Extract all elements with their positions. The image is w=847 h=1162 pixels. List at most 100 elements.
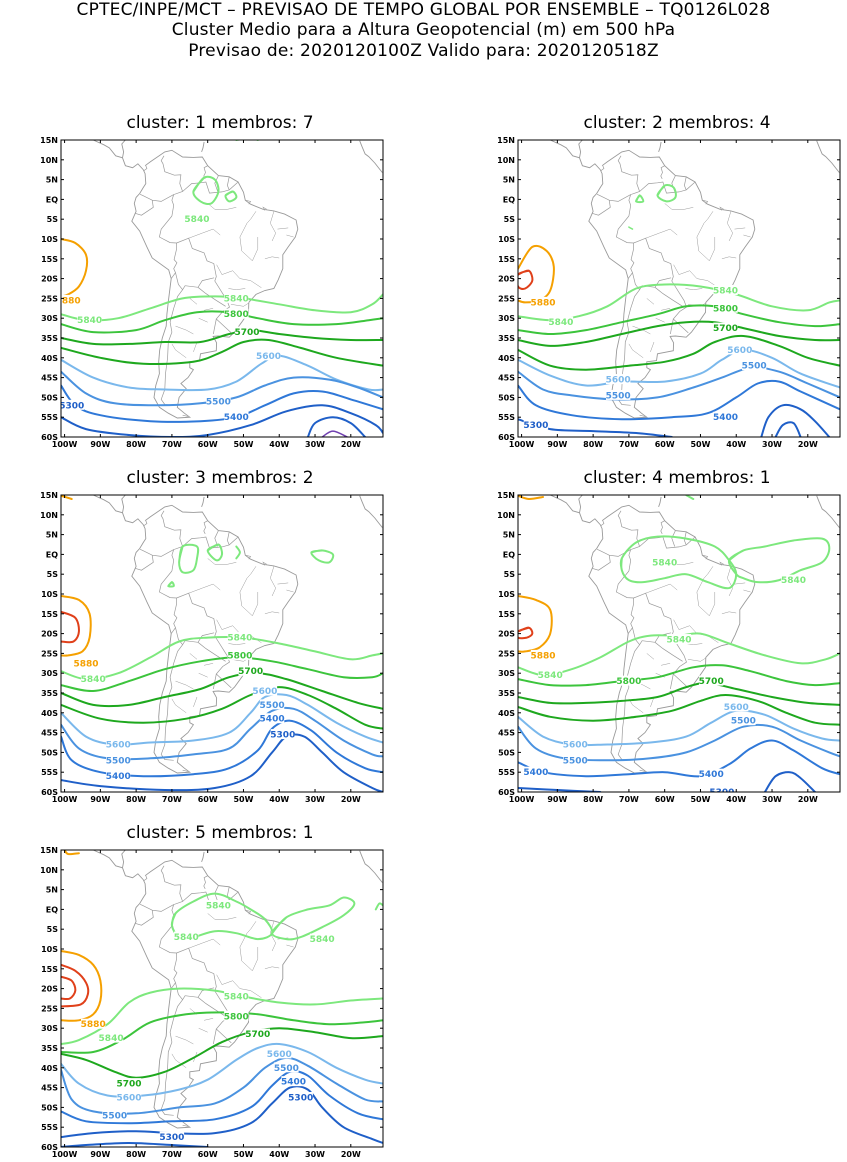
contour-label: 5840 [713, 286, 738, 296]
state-border [661, 663, 671, 666]
contour-line [61, 1085, 383, 1144]
contour-line [518, 694, 840, 726]
lat-label: 5S [47, 570, 59, 579]
state-border [198, 672, 208, 678]
country-border [143, 875, 148, 882]
lat-label: 15S [41, 255, 58, 264]
contour-label-bg [288, 1092, 313, 1102]
contour-label: 5500 [206, 397, 231, 407]
contour-label: 5400 [699, 770, 724, 780]
state-border [687, 657, 706, 662]
country-border [170, 598, 178, 634]
contour-label-bg [616, 675, 642, 686]
lat-label: 45S [41, 1084, 58, 1093]
contour-line [619, 535, 738, 590]
state-border [175, 680, 194, 690]
contour-label-bg [174, 931, 199, 942]
lon-label: 20W [798, 440, 818, 449]
contour-line [774, 421, 802, 437]
lon-label: 70W [619, 795, 639, 804]
lat-label: 30S [498, 314, 515, 323]
lat-label: 10S [41, 590, 58, 599]
country-border [160, 289, 183, 406]
contour-line [306, 416, 367, 437]
lat-label: 40S [41, 1064, 58, 1073]
state-border [628, 343, 644, 359]
header-line-1: CPTEC/INPE/MCT – PREVISAO DE TEMPO GLOBA… [76, 0, 771, 20]
contour-line [61, 610, 80, 644]
map-frame [60, 139, 384, 438]
lat-label: 35S [41, 334, 58, 343]
lat-label: 15S [498, 255, 515, 264]
lat-label: 40S [41, 354, 58, 363]
state-border [664, 203, 694, 210]
state-border [207, 558, 237, 565]
contour-line [685, 495, 695, 500]
contour-label: 5300 [709, 788, 734, 798]
contour-line [518, 244, 555, 304]
state-border [207, 203, 237, 210]
state-border [673, 264, 690, 275]
state-border [270, 921, 276, 952]
lon-label: 20W [341, 795, 361, 804]
lon-label: 40W [269, 440, 289, 449]
state-border [171, 1053, 187, 1069]
map-content: 5880 5840 5840 5840 5840 5800 5700 5600 5500 5600… [518, 495, 840, 798]
country-border [617, 510, 640, 547]
contour-label: 5600 [256, 352, 281, 362]
contour-line [61, 495, 73, 500]
contour-label-bg [270, 729, 296, 740]
lat-label: 15S [41, 965, 58, 974]
country-border [615, 215, 689, 334]
state-border [661, 308, 671, 311]
contour-label: 5300 [288, 1094, 313, 1104]
state-border [188, 583, 221, 594]
lat-label: 50S [41, 1103, 58, 1112]
coastline [182, 1124, 189, 1127]
contour-label-bg [184, 213, 210, 224]
contour-label: 5500 [731, 717, 756, 727]
state-border [277, 582, 289, 585]
contour-label-bg [245, 1028, 270, 1039]
coastline [245, 199, 252, 205]
contour-label-bg [106, 754, 131, 765]
state-border [689, 270, 719, 288]
contour-line [61, 238, 89, 298]
state-border [204, 1018, 214, 1021]
contour-label: 5600 [724, 703, 749, 713]
coastline [719, 206, 724, 211]
contour-label-bg [731, 715, 756, 726]
lat-label: 60S [41, 1143, 58, 1152]
lat-label: 15N [40, 491, 58, 500]
coastline [262, 206, 267, 211]
lat-label: 45S [498, 374, 515, 383]
lat-label: 55S [498, 768, 515, 777]
country-border [203, 520, 208, 534]
lat-label: 25S [41, 1004, 58, 1013]
contour-label: 5840 [174, 933, 199, 943]
state-border [264, 611, 280, 615]
state-border [743, 234, 751, 238]
country-border [170, 953, 178, 989]
contour-label-bg [224, 991, 249, 1002]
contour-line [518, 269, 534, 290]
coastline [121, 850, 126, 868]
contour-label-bg [81, 1018, 106, 1029]
contour-line [518, 626, 534, 640]
lon-label: 70W [162, 440, 182, 449]
lat-label: 5N [46, 886, 58, 895]
country-border [175, 982, 215, 1001]
contour-label: 5500 [606, 391, 631, 401]
lat-label: 10N [40, 511, 58, 520]
contour-label: 5500 [742, 362, 767, 372]
panel-title-cluster-5: cluster: 5 membros: 1 [126, 823, 314, 843]
contour-label-bg [106, 770, 131, 781]
lat-label: 10N [497, 511, 515, 520]
state-border [721, 256, 737, 260]
lat-label: 20S [41, 275, 58, 284]
contour-label-bg [652, 556, 677, 567]
contour-line [518, 595, 553, 653]
coastline [245, 554, 252, 560]
state-border [727, 566, 733, 597]
contour-label-bg [98, 1032, 124, 1043]
